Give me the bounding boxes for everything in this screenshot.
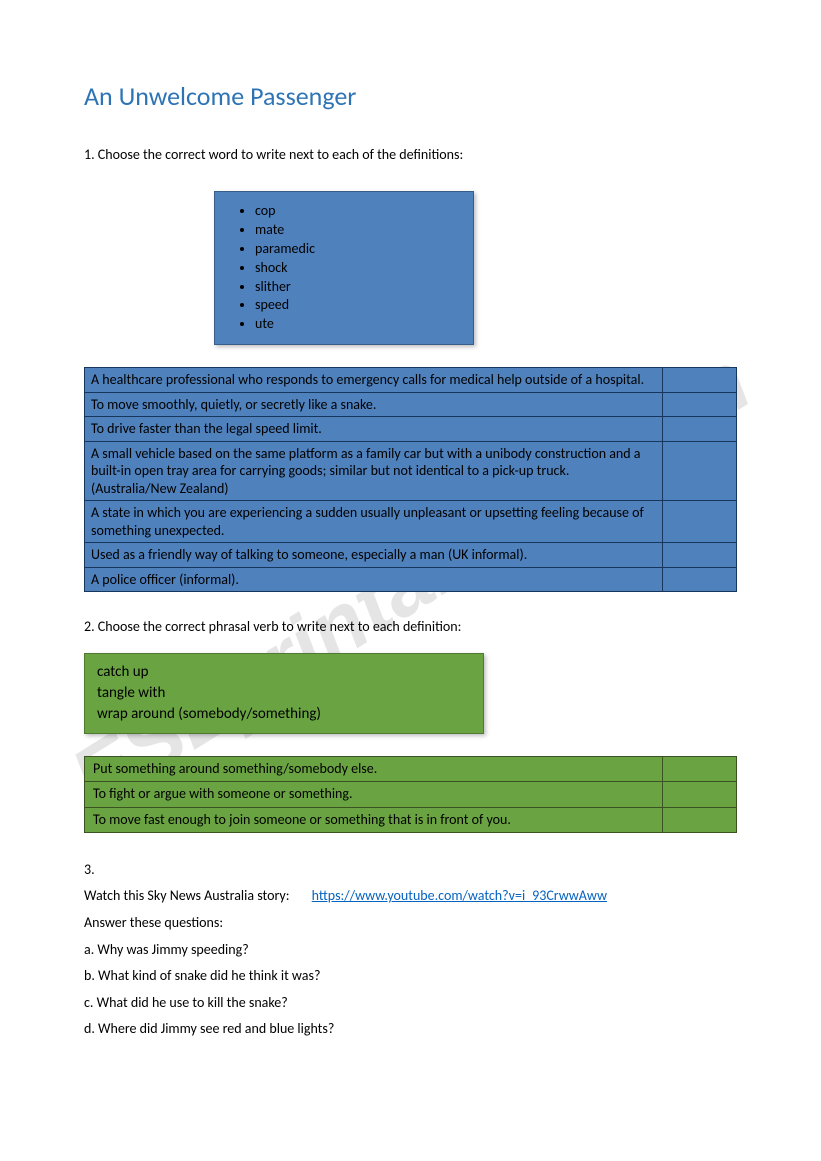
q3-number: 3. [84,857,737,884]
video-link[interactable]: https://www.youtube.com/watch?v=i_93Crww… [312,887,607,904]
definition-cell: To fight or argue with someone or someth… [85,782,663,807]
q3-question: b. What kind of snake did he think it wa… [84,963,737,990]
q3-question: c. What did he use to kill the snake? [84,990,737,1017]
section-2: 2. Choose the correct phrasal verb to wr… [84,618,737,833]
definition-cell: A state in which you are experiencing a … [85,501,663,543]
page-title: An Unwelcome Passenger [84,80,737,112]
table-row: A police officer (informal). [85,567,737,592]
table-row: A small vehicle based on the same platfo… [85,441,737,501]
q1-instruction: 1. Choose the correct word to write next… [84,146,737,163]
q2-word: wrap around (somebody/something) [97,704,471,725]
definition-cell: To drive faster than the legal speed lim… [85,417,663,442]
document-page: An Unwelcome Passenger 1. Choose the cor… [0,0,821,1083]
q1-word: slither [255,278,459,297]
answer-cell [663,567,737,592]
q2-instruction: 2. Choose the correct phrasal verb to wr… [84,618,737,635]
q2-word: catch up [97,662,471,683]
answer-cell [663,417,737,442]
q2-word: tangle with [97,683,471,704]
q1-word: paramedic [255,240,459,259]
q1-word: speed [255,296,459,315]
q1-word: mate [255,221,459,240]
definition-cell: To move smoothly, quietly, or secretly l… [85,392,663,417]
table-row: Used as a friendly way of talking to som… [85,543,737,568]
table-row: To move smoothly, quietly, or secretly l… [85,392,737,417]
q1-wordbox: cop mate paramedic shock slither speed u… [214,191,474,345]
definition-cell: Put something around something/somebody … [85,757,663,782]
table-row: To fight or argue with someone or someth… [85,782,737,807]
answer-cell [663,392,737,417]
table-row: A state in which you are experiencing a … [85,501,737,543]
answer-cell [663,441,737,501]
answer-label: Answer these questions: [84,910,737,937]
definition-cell: Used as a friendly way of talking to som… [85,543,663,568]
q1-word: shock [255,259,459,278]
q3-question: d. Where did Jimmy see red and blue ligh… [84,1016,737,1043]
q2-definitions-table: Put something around something/somebody … [84,756,737,833]
definition-cell: To move fast enough to join someone or s… [85,807,663,832]
q2-wordbox: catch up tangle with wrap around (somebo… [84,653,484,734]
q1-wordlist: cop mate paramedic shock slither speed u… [255,202,459,334]
answer-cell [663,807,737,832]
answer-cell [663,543,737,568]
definition-cell: A police officer (informal). [85,567,663,592]
q3-question: a. Why was Jimmy speeding? [84,937,737,964]
answer-cell [663,782,737,807]
table-row: A healthcare professional who responds t… [85,368,737,393]
watch-label: Watch this Sky News Australia story: [84,887,290,904]
answer-cell [663,368,737,393]
table-row: Put something around something/somebody … [85,757,737,782]
section-3: 3. Watch this Sky News Australia story: … [84,857,737,1043]
q1-word: cop [255,202,459,221]
table-row: To move fast enough to join someone or s… [85,807,737,832]
answer-cell [663,757,737,782]
q1-definitions-table: A healthcare professional who responds t… [84,367,737,592]
table-row: To drive faster than the legal speed lim… [85,417,737,442]
definition-cell: A small vehicle based on the same platfo… [85,441,663,501]
watch-line: Watch this Sky News Australia story: htt… [84,883,737,910]
answer-cell [663,501,737,543]
definition-cell: A healthcare professional who responds t… [85,368,663,393]
q1-word: ute [255,315,459,334]
